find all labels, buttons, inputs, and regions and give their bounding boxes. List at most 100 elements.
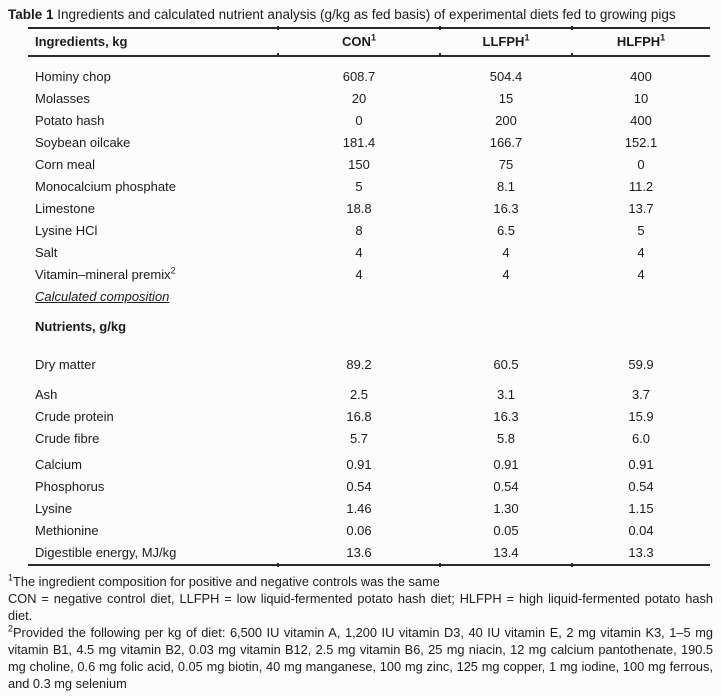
row-label: Phosphorus — [35, 479, 105, 494]
table-row: Soybean oilcake 181.4 166.7 152.1 — [28, 132, 710, 154]
section-label: Calculated composition — [35, 289, 170, 304]
row-label: Soybean oilcake — [35, 135, 131, 150]
footnote: CON = negative control diet, LLFPH = low… — [8, 590, 713, 623]
table-row: Potato hash 0 200 400 — [28, 110, 710, 132]
cell-value: 89.2 — [346, 357, 372, 372]
cell-value: 8 — [355, 223, 363, 238]
table-row: Nutrients, g/kg — [28, 308, 710, 340]
cell-value: 13.6 — [346, 545, 372, 560]
table-row: Dry matter 89.2 60.5 59.9 — [28, 340, 710, 376]
table-row: Crude fibre 5.7 5.8 6.0 — [28, 428, 710, 450]
table-number: Table 1 — [8, 7, 54, 22]
row-label: Limestone — [35, 201, 95, 216]
table-header: Ingredients, kg CON1 LLFPH1 HLFPH1 — [28, 27, 710, 57]
cell-value: 10 — [633, 91, 649, 106]
footnotes: 1The ingredient composition for positive… — [8, 573, 713, 692]
cell-value: 16.3 — [493, 409, 519, 424]
table-row: Ash 2.5 3.1 3.7 — [28, 376, 710, 406]
cell-value: 0.91 — [346, 457, 372, 472]
cell-value: 59.9 — [628, 357, 654, 372]
column-divider-tick — [571, 25, 573, 30]
cell-value: 0 — [637, 157, 645, 172]
row-label: Hominy chop — [35, 69, 111, 84]
cell-value: 150 — [348, 157, 370, 172]
table-row: Hominy chop 608.7 504.4 400 — [28, 56, 710, 88]
table-row: Methionine 0.06 0.05 0.04 — [28, 520, 710, 542]
cell-value: 4 — [502, 267, 510, 282]
cell-value: 16.3 — [493, 201, 519, 216]
cell-value: 15 — [498, 91, 514, 106]
footnote: 1The ingredient composition for positive… — [8, 572, 440, 589]
table-row: Crude protein 16.8 16.3 15.9 — [28, 406, 710, 428]
row-label: Salt — [35, 245, 58, 260]
section-label: Nutrients, g/kg — [35, 319, 127, 334]
footnote-marker: 1 — [8, 572, 14, 583]
cell-value: 1.15 — [628, 501, 654, 516]
cell-value: 5 — [637, 223, 645, 238]
cell-value: 11.2 — [628, 179, 654, 194]
cell-value: 400 — [630, 113, 652, 128]
footnote-marker: 2 — [170, 265, 176, 276]
table-row: Molasses 20 15 10 — [28, 88, 710, 110]
row-label: Dry matter — [35, 357, 96, 372]
table-row: Calculated composition — [28, 286, 710, 308]
cell-value: 75 — [498, 157, 514, 172]
cell-value: 6.0 — [631, 431, 651, 446]
cell-value: 2.5 — [349, 387, 369, 402]
cell-value: 166.7 — [489, 135, 523, 150]
table-row: Digestible energy, MJ/kg 13.6 13.4 13.3 — [28, 542, 710, 565]
cell-value: 13.7 — [628, 201, 654, 216]
header-row: Ingredients, kg CON1 LLFPH1 HLFPH1 — [28, 27, 710, 57]
cell-value: 0 — [355, 113, 363, 128]
cell-value: 181.4 — [342, 135, 376, 150]
table-body: Hominy chop 608.7 504.4 400 Molasses 20 15 10 Po… — [28, 56, 710, 565]
table-caption: Ingredients and calculated nutrient anal… — [57, 7, 676, 22]
table-row: Salt 4 4 4 — [28, 242, 710, 264]
footnote: 2Provided the following per kg of diet: … — [8, 623, 713, 691]
row-label: Ash — [35, 387, 58, 402]
cell-value: 5.8 — [496, 431, 516, 446]
cell-value: 608.7 — [342, 69, 376, 84]
column-divider-tick — [439, 562, 441, 567]
cell-value: 18.8 — [346, 201, 372, 216]
row-label: Lysine HCl — [35, 223, 98, 238]
cell-value: 400 — [630, 69, 652, 84]
cell-value: 504.4 — [489, 69, 523, 84]
cell-value: 200 — [495, 113, 517, 128]
row-label: Methionine — [35, 523, 99, 538]
table-title: Table 1 Ingredients and calculated nutri… — [8, 6, 713, 24]
diet-table: Ingredients, kg CON1 LLFPH1 HLFPH1 Homin… — [28, 26, 710, 566]
cell-value: 4 — [637, 267, 645, 282]
cell-value: 4 — [355, 245, 363, 260]
row-label: Crude fibre — [35, 431, 100, 446]
cell-value: 3.7 — [631, 387, 651, 402]
cell-value: 16.8 — [346, 409, 372, 424]
footnote-marker: 2 — [8, 623, 14, 634]
column-divider-tick — [277, 562, 279, 567]
row-label: Crude protein — [35, 409, 114, 424]
table-row: Vitamin–mineral premix2 4 4 4 — [28, 264, 710, 286]
cell-value: 4 — [502, 245, 510, 260]
table-row: Calcium 0.91 0.91 0.91 — [28, 450, 710, 476]
cell-value: 13.3 — [628, 545, 654, 560]
cell-value: 3.1 — [496, 387, 516, 402]
column-divider-tick — [277, 52, 279, 57]
cell-value: 5.7 — [349, 431, 369, 446]
cell-value: 0.05 — [493, 523, 519, 538]
footnote-marker: 1 — [370, 32, 376, 43]
cell-value: 8.1 — [496, 179, 516, 194]
column-header-ingredients: Ingredients, kg — [28, 27, 278, 57]
cell-value: 152.1 — [624, 135, 658, 150]
cell-value: 0.06 — [346, 523, 372, 538]
column-divider-tick — [571, 52, 573, 57]
cell-value: 1.30 — [493, 501, 519, 516]
cell-value: 4 — [637, 245, 645, 260]
cell-value: 0.54 — [346, 479, 372, 494]
diet-table-wrap: Ingredients, kg CON1 LLFPH1 HLFPH1 Homin… — [28, 25, 710, 567]
cell-value: 0.54 — [628, 479, 654, 494]
column-divider-tick — [439, 52, 441, 57]
row-label: Digestible energy, MJ/kg — [35, 545, 177, 560]
footnote-marker: 1 — [524, 32, 530, 43]
cell-value: 6.5 — [496, 223, 516, 238]
